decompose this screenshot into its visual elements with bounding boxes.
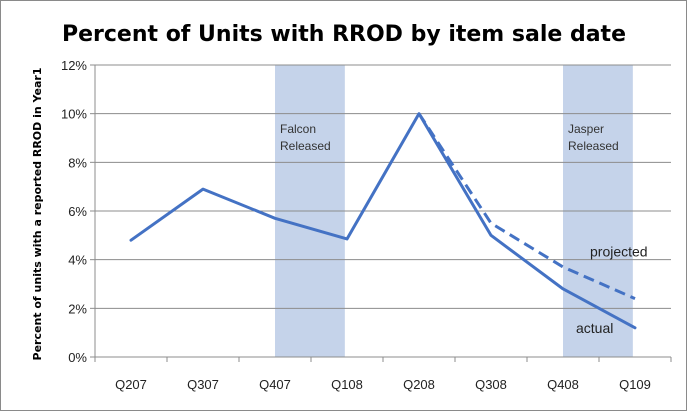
y-tick-label-6: 12% (61, 58, 87, 73)
series-line-projected (417, 112, 636, 300)
band-label-1-line1: Jasper (568, 122, 604, 136)
x-tick-label-q108: Q108 (331, 377, 363, 392)
x-tick-label-q408: Q408 (547, 377, 579, 392)
y-tick-label-5: 10% (61, 107, 87, 122)
x-tick-label-q207: Q207 (115, 377, 147, 392)
x-tick-label-q109: Q109 (619, 377, 651, 392)
y-tick-label-3: 6% (68, 204, 87, 219)
y-tick-label-4: 8% (68, 155, 87, 170)
band-label-1-line2: Released (568, 139, 619, 153)
y-tick-label-1: 2% (68, 301, 87, 316)
series-label-projected: projected (590, 244, 648, 260)
y-tick-label-0: 0% (68, 350, 87, 365)
chart-title: Percent of Units with RROD by item sale … (62, 22, 626, 47)
x-tick-label-q208: Q208 (403, 377, 435, 392)
y-axis-label: Percent of units with a reported RROD in… (31, 68, 44, 361)
band-label-0-line2: Released (280, 139, 331, 153)
chart-labels: projected actual (576, 244, 648, 336)
gridlines (95, 64, 671, 309)
y-tick-label-2: 4% (68, 253, 87, 268)
x-tick-label-q307: Q307 (187, 377, 219, 392)
x-tick-label-q308: Q308 (475, 377, 507, 392)
axes: 0% 2% 4% 6% 8% 10% 12% Q207 Q307 Q407 Q108 Q208 Q308… (61, 58, 672, 392)
series-line-actual (129, 112, 637, 330)
band-label-0-line1: Falcon (280, 122, 316, 136)
x-tick-label-q407: Q407 (259, 377, 291, 392)
series-lines (129, 112, 637, 330)
series-label-actual: actual (576, 320, 613, 336)
